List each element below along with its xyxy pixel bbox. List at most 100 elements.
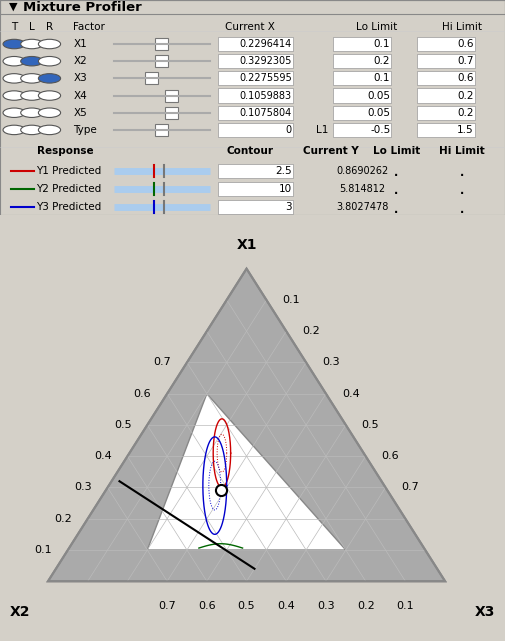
Text: 0.6: 0.6 [134,388,151,399]
Text: 0.1: 0.1 [34,545,52,555]
Text: 0.6: 0.6 [198,601,216,611]
Text: -0.5: -0.5 [370,125,390,135]
Text: L: L [29,22,35,32]
Text: Y1 Predicted: Y1 Predicted [36,166,102,176]
Text: 0.1059883: 0.1059883 [240,90,292,101]
Bar [218,123,293,137]
Circle shape [21,74,43,83]
Text: 0.05: 0.05 [367,90,390,101]
Text: 0.1: 0.1 [396,601,414,611]
Bar [155,55,168,67]
Circle shape [21,91,43,100]
Text: 0.1075804: 0.1075804 [240,108,292,118]
Text: 0.2296414: 0.2296414 [240,39,292,49]
Text: Current Y: Current Y [303,146,359,156]
Text: 0.4: 0.4 [277,601,295,611]
Text: Mixture Profiler: Mixture Profiler [23,1,141,13]
Bar [165,106,178,119]
Text: 0.6: 0.6 [457,73,474,83]
Bar [165,90,178,101]
Text: .: . [393,197,399,217]
Bar [417,37,475,51]
Text: 0.2: 0.2 [457,90,474,101]
Text: 0.5: 0.5 [362,420,379,430]
Text: Type: Type [73,125,97,135]
Circle shape [38,74,61,83]
Bar [218,182,293,196]
Bar [417,106,475,120]
Bar [417,54,475,69]
Text: 0.7: 0.7 [154,358,171,367]
Text: 1.5: 1.5 [457,125,474,135]
Bar [218,71,293,85]
Text: 0.8690262: 0.8690262 [336,166,389,176]
Bar [218,200,293,214]
Text: 0.3292305: 0.3292305 [239,56,292,66]
Text: 2.5: 2.5 [275,166,292,176]
Circle shape [38,39,61,49]
Bar [417,123,475,137]
Text: ▼: ▼ [9,2,18,12]
Circle shape [38,108,61,117]
Text: 0.6: 0.6 [382,451,399,462]
Text: R: R [46,22,53,32]
Text: Y3 Predicted: Y3 Predicted [36,202,102,212]
Text: Y2 Predicted: Y2 Predicted [36,184,102,194]
Bar [218,54,293,69]
Text: Factor: Factor [73,22,105,32]
Text: X3: X3 [73,73,87,83]
Text: 0.2: 0.2 [54,513,72,524]
Bar [218,163,293,178]
Text: .: . [393,179,399,199]
Text: 0.4: 0.4 [342,388,360,399]
Bar [333,71,391,85]
Text: .: . [459,197,465,217]
Text: X1: X1 [236,238,257,253]
Text: 0.7: 0.7 [158,601,176,611]
Bar [218,88,293,103]
Bar [145,72,158,85]
Circle shape [3,74,25,83]
Circle shape [21,125,43,135]
Text: 5.814812: 5.814812 [339,184,386,194]
Circle shape [3,91,25,100]
Bar [0,0,505,14]
Bar [218,37,293,51]
Text: T: T [11,22,17,32]
Text: Lo Limit: Lo Limit [373,146,420,156]
Text: 0: 0 [286,125,292,135]
Text: X5: X5 [73,108,87,118]
Bar [218,106,293,120]
Text: Hi Limit: Hi Limit [439,146,485,156]
Text: 0.1: 0.1 [374,39,390,49]
Polygon shape [48,269,445,581]
Text: 3: 3 [285,202,292,212]
Circle shape [21,108,43,117]
Text: 10: 10 [279,184,292,194]
Text: 0.7: 0.7 [401,483,419,492]
Bar [155,124,168,136]
Text: 0.7: 0.7 [457,56,474,66]
Text: 0.3: 0.3 [322,358,340,367]
Text: 3.8027478: 3.8027478 [336,202,389,212]
Circle shape [3,39,25,49]
Text: X2: X2 [73,56,87,66]
Text: 0.05: 0.05 [367,108,390,118]
Bar [333,37,391,51]
Text: .: . [459,162,465,180]
Bar [417,71,475,85]
Polygon shape [147,394,346,550]
Text: 0.5: 0.5 [238,601,256,611]
Text: Hi Limit: Hi Limit [442,22,482,32]
Text: 0.4: 0.4 [94,451,112,462]
Text: Current X: Current X [225,22,275,32]
Text: Lo Limit: Lo Limit [356,22,397,32]
Text: .: . [393,162,399,180]
Text: X1: X1 [73,39,87,49]
Text: L1: L1 [316,125,328,135]
Circle shape [3,125,25,135]
Text: 0.2: 0.2 [374,56,390,66]
Bar [155,38,168,50]
Circle shape [21,39,43,49]
Text: 0.6: 0.6 [457,39,474,49]
